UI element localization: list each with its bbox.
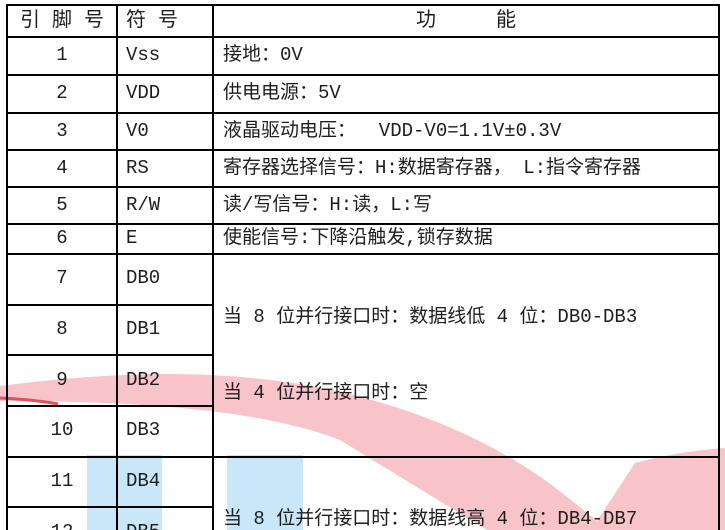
header-symbol: 符 号 — [116, 4, 214, 38]
pin-cell: 1 — [6, 36, 118, 76]
symbol-cell: DB1 — [116, 303, 214, 357]
table-row: 9 DB2 — [6, 354, 719, 407]
pin-cell: 4 — [6, 149, 118, 188]
pin-cell: 6 — [6, 223, 118, 255]
symbol-cell: Vss — [116, 36, 214, 76]
header-pin: 引 脚 号 — [6, 4, 118, 38]
function-cell: 读/写信号：H:读，L:写 — [212, 186, 720, 225]
table-row: 1 Vss 接地：0V — [6, 36, 720, 76]
pin-cell: 9 — [6, 354, 118, 407]
function-cell: 寄存器选择信号：H:数据寄存器， L:指令寄存器 — [212, 149, 720, 188]
symbol-cell: DB2 — [116, 354, 214, 407]
function-cell: 使能信号:下降沿触发,锁存数据 — [212, 223, 720, 255]
table-row: 3 V0 液晶驱动电压： VDD-V0=1.1V±0.3V — [6, 112, 720, 151]
symbol-cell: DB0 — [116, 253, 214, 306]
table-row: 5 R/W 读/写信号：H:读，L:写 — [6, 186, 720, 225]
table-row: 8 DB1 — [6, 303, 719, 357]
table-header-row: 引 脚 号 符 号 功 能 — [6, 4, 720, 38]
symbol-cell: DB4 — [116, 455, 214, 509]
symbol-cell: RS — [116, 149, 214, 188]
table-row: 4 RS 寄存器选择信号：H:数据寄存器， L:指令寄存器 — [6, 149, 720, 188]
symbol-cell: VDD — [116, 74, 214, 114]
function-line: 当 8 位并行接口时：数据线高 4 位：DB4-DB7 — [223, 508, 638, 530]
pin-cell: 8 — [6, 303, 118, 357]
symbol-cell: R/W — [116, 186, 214, 225]
header-function: 功 能 — [212, 4, 720, 38]
function-cell: 接地：0V — [212, 36, 720, 76]
function-cell-db-low: 当 8 位并行接口时：数据线低 4 位：DB0-DB3 当 4 位并行接口时：空 — [212, 253, 720, 458]
pin-function-table: 引 脚 号 符 号 功 能 1 Vss 接地：0V 2 VDD 供电电源：5V … — [6, 4, 720, 530]
table-row: 7 DB0 当 8 位并行接口时：数据线低 4 位：DB0-DB3 当 4 位并… — [6, 253, 720, 458]
function-cell-db-high: 当 8 位并行接口时：数据线高 4 位：DB4-DB7 当 4 位并行接口时：数… — [212, 455, 720, 530]
pin-cell: 10 — [6, 404, 118, 458]
table-row: 2 VDD 供电电源：5V — [6, 74, 720, 114]
function-cell: 液晶驱动电压： VDD-V0=1.1V±0.3V — [212, 112, 720, 151]
pin-cell: 12 — [6, 506, 118, 530]
pin-cell: 2 — [6, 74, 118, 114]
symbol-cell: E — [116, 223, 214, 255]
pin-cell: 5 — [6, 186, 118, 225]
table-row: 6 E 使能信号:下降沿触发,锁存数据 — [6, 223, 720, 255]
symbol-cell: DB5 — [116, 506, 214, 530]
pin-cell: 3 — [6, 112, 118, 151]
pin-cell: 7 — [6, 253, 118, 306]
function-line: 当 4 位并行接口时：空 — [223, 382, 429, 404]
function-line: 当 8 位并行接口时：数据线低 4 位：DB0-DB3 — [223, 305, 638, 328]
symbol-cell: DB3 — [116, 404, 214, 458]
symbol-cell: V0 — [116, 112, 214, 151]
function-cell: 供电电源：5V — [212, 74, 720, 114]
table-row: 12 DB5 — [6, 506, 719, 530]
table-row: 11 DB4 当 8 位并行接口时：数据线高 4 位：DB4-DB7 当 4 位… — [6, 455, 720, 530]
pin-cell: 11 — [6, 455, 118, 509]
table-row: 10 DB3 — [6, 404, 719, 458]
